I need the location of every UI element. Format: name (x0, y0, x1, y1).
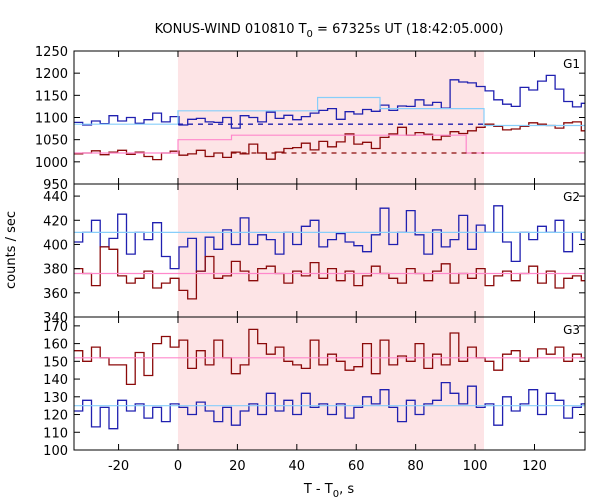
chart-title: KONUS-WIND 010810 T0 = 67325s UT (18:42:… (155, 22, 504, 40)
y-tick-label: 1200 (35, 67, 68, 82)
title-sub: 0 (307, 29, 313, 40)
y-tick-label: 150 (43, 355, 68, 370)
panel-g1-pink-step-line (74, 134, 585, 154)
y-tick-label: 400 (43, 238, 68, 253)
xlabel-prefix: T - T (303, 482, 333, 497)
x-tick-label: 60 (348, 459, 365, 474)
panel-g1-red-counts-line (74, 121, 585, 161)
panel-g3-frame (73, 316, 586, 451)
panel-label-g3: G3 (563, 323, 580, 337)
panel-g1-lightblue-step-line (74, 96, 585, 127)
y-tick-label: 950 (43, 178, 68, 193)
x-tick-label: 20 (229, 459, 246, 474)
y-axis-label: counts / sec (4, 211, 19, 289)
y-tick-label: 120 (43, 409, 68, 424)
y-tick-label: 140 (43, 373, 68, 388)
y-tick-label: 160 (43, 338, 68, 353)
y-tick-label: 170 (43, 320, 68, 335)
y-tick-label: 1000 (35, 156, 68, 171)
y-tick-label: 1150 (35, 89, 68, 104)
panel-g1-blue-counts-line (74, 74, 585, 129)
y-tick-label: 440 (43, 190, 68, 205)
panel-g3-blue-counts-line (74, 381, 585, 430)
y-tick-label: 1050 (35, 134, 68, 149)
x-tick-label: 120 (522, 459, 547, 474)
panel-label-g1: G1 (563, 57, 580, 71)
panel-g3-red-counts-line (74, 328, 585, 386)
y-tick-label: 340 (43, 311, 68, 326)
x-tick-label: 100 (463, 459, 488, 474)
title-suffix: = 67325s UT (18:42:05.000) (313, 22, 503, 37)
xlabel-sub: 0 (333, 489, 339, 500)
xlabel-suffix: , s (339, 482, 354, 497)
y-tick-label: 100 (43, 444, 68, 459)
y-tick-label: 380 (43, 263, 68, 278)
y-tick-label: 420 (43, 214, 68, 229)
x-tick-label: 80 (407, 459, 424, 474)
y-tick-label: 1250 (35, 45, 68, 60)
y-tick-label: 130 (43, 391, 68, 406)
panel-g2-blue-counts-line (74, 205, 585, 272)
panel-label-g2: G2 (563, 190, 580, 204)
y-tick-label: 360 (43, 287, 68, 302)
x-tick-label: 40 (289, 459, 306, 474)
x-tick-label: 0 (174, 459, 182, 474)
y-tick-label: 1100 (35, 112, 68, 127)
title-prefix: KONUS-WIND 010810 T (155, 22, 307, 37)
x-tick-label: -20 (108, 459, 129, 474)
y-tick-label: 110 (43, 426, 68, 441)
x-axis-label: T - T0, s (303, 482, 354, 500)
